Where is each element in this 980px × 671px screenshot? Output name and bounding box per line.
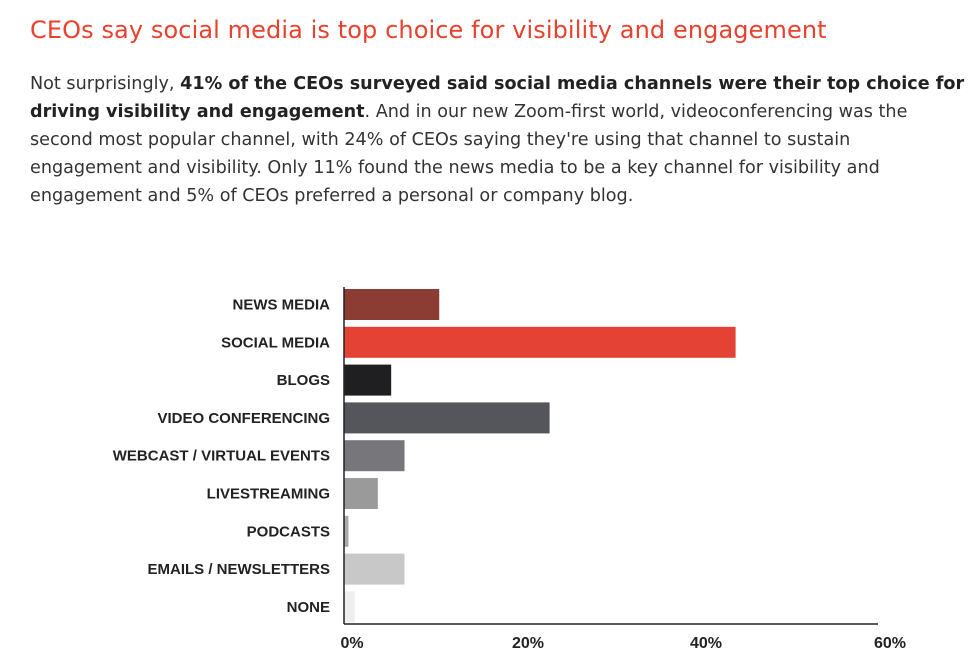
bar [344, 364, 392, 396]
paragraph-intro: Not surprisingly, [30, 74, 181, 94]
bar [344, 402, 550, 434]
category-label: EMAILS / NEWSLETTERS [147, 561, 330, 578]
paragraph-highlight: 41% of the CEOs surveyed said social med… [30, 74, 965, 122]
x-tick-label: 40% [690, 635, 722, 652]
category-label: NONE [287, 599, 330, 616]
category-label: WEBCAST / VIRTUAL EVENTS [113, 448, 330, 465]
bar [344, 515, 349, 547]
bar [344, 591, 355, 623]
x-tick-label: 20% [512, 635, 544, 652]
bar [344, 326, 736, 358]
x-tick-label: 60% [874, 635, 906, 652]
paragraph-rest: . And in our new Zoom-first world, video… [30, 102, 908, 206]
category-label: NEWS MEDIA [233, 297, 331, 314]
bar [344, 289, 440, 320]
category-label: LIVESTREAMING [207, 486, 330, 503]
category-label: VIDEO CONFERENCING [157, 410, 330, 427]
intro-paragraph: Not surprisingly, 41% of the CEOs survey… [30, 70, 965, 210]
bar [344, 553, 405, 585]
bar [344, 478, 378, 509]
category-label: BLOGS [277, 372, 330, 389]
category-label: SOCIAL MEDIA [221, 334, 330, 351]
category-label: PODCASTS [247, 523, 330, 540]
x-tick-label: 0% [340, 635, 363, 652]
page-title: CEOs say social media is top choice for … [30, 16, 827, 44]
bar [344, 440, 405, 472]
